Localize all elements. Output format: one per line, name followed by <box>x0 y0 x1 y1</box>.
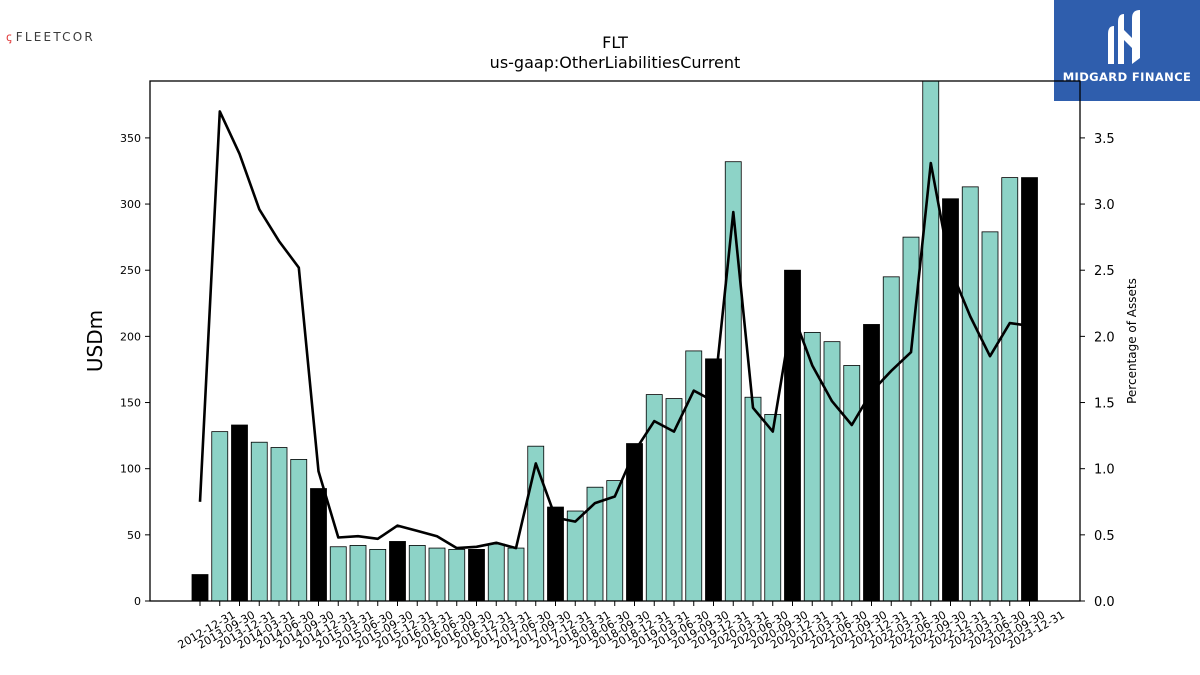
bar <box>231 424 248 602</box>
y-tick-label: 250 <box>120 264 141 277</box>
y-tick-label: 100 <box>120 463 141 476</box>
bar <box>211 431 229 602</box>
bar <box>369 548 387 602</box>
bar <box>290 459 308 602</box>
bar <box>843 365 861 602</box>
midgard-finance-logo: MIDGARD FINANCE <box>1054 0 1200 101</box>
right-axis: 0.0 0.5 1.0 1.5 2.0 2.5 3.0 3.5 <box>1080 132 1115 610</box>
y2-axis-label: Percentage of Assets <box>1125 278 1139 404</box>
y2-tick-label: 0.0 <box>1094 595 1115 610</box>
left-axis: 0 50 100 150 200 250 300 350 <box>120 132 150 608</box>
bar <box>270 447 288 602</box>
bar <box>349 545 367 602</box>
chart-title: FLT <box>602 33 628 52</box>
bar <box>823 341 841 602</box>
bar <box>191 574 209 602</box>
bar <box>882 276 900 602</box>
y2-tick-label: 3.0 <box>1094 198 1115 213</box>
bar <box>487 543 505 602</box>
y2-tick-label: 1.0 <box>1094 463 1115 478</box>
y-tick-label: 350 <box>120 132 141 145</box>
bar <box>724 161 742 602</box>
fleetcor-swoosh-icon: ꞔ <box>6 30 12 44</box>
bar <box>803 331 821 602</box>
bar <box>310 488 327 602</box>
y-tick-label: 50 <box>127 529 141 542</box>
y-tick-label: 300 <box>120 198 141 211</box>
bar <box>764 414 782 602</box>
y-tick-label: 150 <box>120 397 141 410</box>
midgard-emblem-icon <box>1108 10 1140 64</box>
y2-tick-label: 2.0 <box>1094 330 1115 345</box>
bar <box>448 548 466 602</box>
bars-layer <box>191 80 1038 602</box>
bar <box>389 541 406 602</box>
bar <box>329 546 347 602</box>
bar <box>408 545 426 602</box>
bar <box>645 394 663 602</box>
fleetcor-logo-text: FLEETCOR <box>15 29 95 44</box>
bar <box>863 324 880 602</box>
bar <box>1001 177 1019 602</box>
y2-tick-label: 0.5 <box>1094 529 1115 544</box>
bar <box>468 548 485 602</box>
bar <box>250 441 268 602</box>
bar <box>685 350 703 602</box>
bar <box>428 547 446 602</box>
fleetcor-logo: ꞔ FLEETCOR <box>6 28 95 45</box>
bar <box>961 186 979 602</box>
bar <box>1021 177 1038 602</box>
chart-subtitle: us-gaap:OtherLiabilitiesCurrent <box>490 53 741 72</box>
midgard-logo-text: MIDGARD FINANCE <box>1062 70 1192 84</box>
y2-tick-label: 1.5 <box>1094 397 1115 412</box>
y-tick-label: 200 <box>120 330 141 343</box>
bar <box>981 231 999 602</box>
percentage-line <box>198 110 1030 550</box>
bar <box>744 396 762 602</box>
y2-tick-label: 2.5 <box>1094 264 1115 279</box>
bar <box>507 547 525 602</box>
bar <box>547 506 564 602</box>
y2-tick-label: 3.5 <box>1094 132 1115 147</box>
bar <box>922 80 940 602</box>
y-tick-label: 0 <box>134 595 141 608</box>
bar <box>942 198 959 602</box>
x-axis: 2012-12-312013-09-302013-12-312014-03-31… <box>176 601 1067 652</box>
y-axis-label: USDm <box>83 310 107 372</box>
bar <box>527 445 545 602</box>
line-layer <box>198 110 1030 550</box>
bar <box>566 510 584 602</box>
